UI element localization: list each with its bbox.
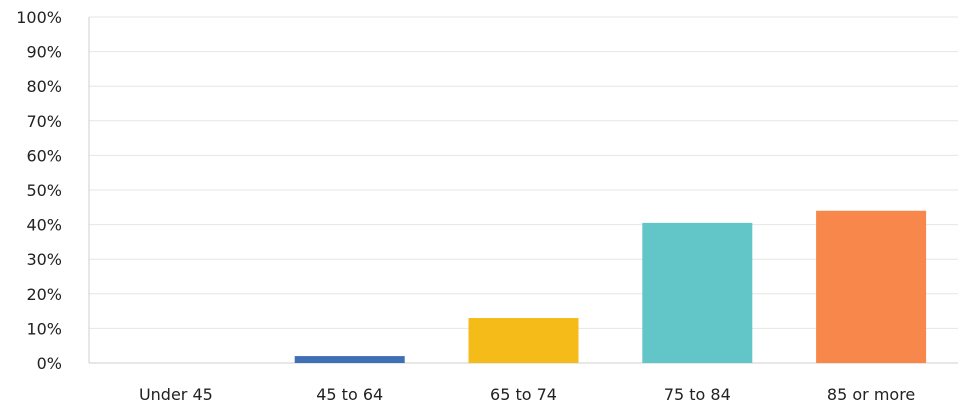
bar-45-to-64	[294, 356, 405, 363]
y-tick-label: 40%	[26, 216, 62, 235]
y-tick-label: 90%	[26, 43, 62, 62]
bar-85-or-more	[816, 210, 927, 363]
y-axis-tick-labels: 0% 10% 20% 30% 40% 50% 60% 70% 80% 90% 100%	[16, 8, 62, 373]
x-category-label: Under 45	[139, 385, 213, 404]
y-tick-label: 60%	[26, 146, 62, 165]
x-axis-category-labels: Under 45 45 to 64 65 to 74 75 to 84 85 or mo…	[139, 385, 915, 404]
y-tick-label: 50%	[26, 181, 62, 200]
x-category-label: 65 to 74	[490, 385, 557, 404]
bars	[294, 210, 927, 363]
bar-65-to-74	[468, 318, 579, 363]
x-category-label: 85 or more	[827, 385, 915, 404]
y-tick-label: 100%	[16, 8, 62, 27]
x-category-label: 75 to 84	[664, 385, 731, 404]
gridlines	[89, 16, 958, 329]
y-tick-label: 30%	[26, 250, 62, 269]
y-tick-label: 80%	[26, 77, 62, 96]
bar-75-to-84	[642, 222, 753, 363]
y-tick-label: 20%	[26, 285, 62, 304]
y-tick-label: 0%	[37, 354, 62, 373]
x-category-label: 45 to 64	[316, 385, 383, 404]
y-tick-label: 70%	[26, 112, 62, 131]
y-tick-label: 10%	[26, 319, 62, 338]
